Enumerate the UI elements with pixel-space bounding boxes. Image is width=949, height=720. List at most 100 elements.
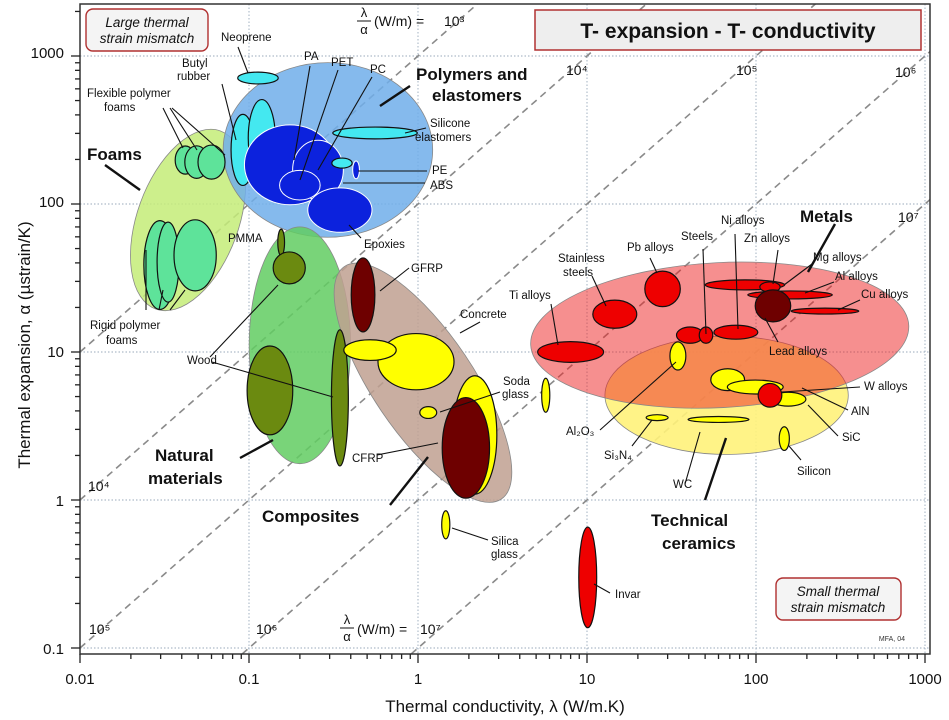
credit-text: MFA, 04 <box>879 636 905 643</box>
bubble-cu-alloys <box>790 307 860 315</box>
bubble-neoprene <box>237 71 279 85</box>
material-label: Al₂O₃ <box>566 426 595 438</box>
group-label-natural: materials <box>148 469 223 488</box>
bubble-invar <box>578 526 598 629</box>
material-label: SiC <box>842 432 861 444</box>
annotation-text: strain mismatch <box>791 600 886 615</box>
y-tick-label: 1 <box>56 493 64 510</box>
y-tick-label: 100 <box>39 194 64 211</box>
x-tick-label: 10 <box>579 671 596 688</box>
bubble-ti-alloys <box>537 341 605 363</box>
material-label: Silicone <box>430 118 470 130</box>
material-label: Steels <box>681 231 713 243</box>
bubble-stainless-steels <box>592 299 638 329</box>
contour-line <box>410 199 930 654</box>
chart-title-box: T- expansion - T- conductivity <box>534 9 922 51</box>
group-label-ceramics: ceramics <box>662 534 736 553</box>
contour-label: 10⁷ <box>420 621 441 637</box>
material-label: GFRP <box>411 263 443 275</box>
large-mismatch-box: Large thermal strain mismatch <box>85 8 209 52</box>
y-tick-label: 1000 <box>31 45 64 62</box>
y-tick-label: 0.1 <box>43 641 64 658</box>
x-axis-label: Thermal conductivity, λ (W/m.K) <box>385 697 625 716</box>
contour-label: 10³ <box>444 13 465 29</box>
material-label: Si₃N₄ <box>604 450 632 462</box>
contour-unit: (W/m) = <box>357 621 407 637</box>
y-tick-labels: 1000 100 10 1 0.1 <box>31 45 64 658</box>
contour-label-bottom: λ α (W/m) = 10⁷ <box>340 612 441 644</box>
group-label-natural: Natural <box>155 446 214 465</box>
bubble-wc <box>687 415 750 424</box>
contour-unit: (W/m) = <box>374 13 424 29</box>
material-label: elastomers <box>415 132 471 144</box>
chart-title: T- expansion - T- conductivity <box>580 20 876 43</box>
material-label: WC <box>673 479 692 491</box>
bubble-pet <box>279 169 321 201</box>
bubble-wood-1 <box>272 251 306 285</box>
material-label: Zn alloys <box>744 233 790 245</box>
bubble-concrete-2 <box>343 339 397 362</box>
contour-label: 10⁶ <box>895 64 916 80</box>
bubble-al2o3 <box>669 341 687 371</box>
material-label: Butyl <box>182 58 208 70</box>
y-tick-label: 10 <box>47 344 64 361</box>
contour-label: 10⁵ <box>736 62 757 78</box>
contour-label: 10⁷ <box>898 209 919 225</box>
annotation-text: Small thermal <box>797 584 881 599</box>
material-label: AlN <box>851 406 870 418</box>
material-label: PE <box>432 165 448 177</box>
material-label: W alloys <box>864 381 908 393</box>
axis-ticks <box>71 10 926 663</box>
contour-line <box>80 4 816 649</box>
contour-label: 10⁶ <box>256 621 277 637</box>
contour-label: 10⁴ <box>566 62 588 78</box>
material-label: CFRP <box>352 453 384 465</box>
x-tick-label: 0.1 <box>239 671 260 688</box>
x-tick-label: 100 <box>743 671 768 688</box>
material-label: Invar <box>615 589 641 601</box>
bubble-soda-glass <box>419 406 438 420</box>
bubble-epoxies <box>307 187 373 233</box>
material-label: Ni alloys <box>721 215 765 227</box>
material-label: foams <box>104 102 136 114</box>
material-label: steels <box>563 267 593 279</box>
bubble-ni-alloys <box>713 324 759 340</box>
material-label: foams <box>106 335 138 347</box>
x-tick-label: 1000 <box>908 671 941 688</box>
material-label: Cu alloys <box>861 289 909 301</box>
alpha-symbol: α <box>343 629 351 644</box>
material-label: PA <box>304 51 319 63</box>
group-label-composites: Composites <box>262 507 359 526</box>
bubble-pe <box>331 157 353 169</box>
material-label: Silica <box>491 536 519 548</box>
bubble-pb-alloys <box>644 270 681 308</box>
group-label-polymers: elastomers <box>432 86 522 105</box>
material-label: Silicon <box>797 466 831 478</box>
bubble-gfrp <box>350 257 376 333</box>
material-label: Stainless <box>558 253 605 265</box>
alpha-symbol: α <box>360 22 368 37</box>
material-label: PMMA <box>228 233 263 245</box>
material-label: Flexible polymer <box>87 88 171 100</box>
material-label: Al alloys <box>835 271 878 283</box>
material-label: PET <box>331 57 353 69</box>
contour-label: 10⁴ <box>88 478 110 494</box>
material-label: Pb alloys <box>627 242 674 254</box>
bubble-soda-glass-2 <box>541 377 551 413</box>
bubble-silica-glass <box>441 510 451 540</box>
material-label: PC <box>370 64 386 76</box>
y-axis-label: Thermal expansion, α (µstrain/K) <box>15 221 34 468</box>
material-bubbles <box>143 71 860 629</box>
contour-label-top: λ α (W/m) = 10³ <box>357 5 465 37</box>
material-label: Soda <box>503 376 530 388</box>
x-tick-label: 1 <box>414 671 422 688</box>
small-mismatch-box: Small thermal strain mismatch <box>775 577 902 621</box>
material-labels: Neoprene Butyl rubber Flexible polymer f… <box>87 32 909 601</box>
bubble-wood-2 <box>246 345 294 436</box>
group-label-polymers: Polymers and <box>416 65 528 84</box>
x-tick-label: 0.01 <box>65 671 94 688</box>
annotation-text: strain mismatch <box>100 31 195 46</box>
group-label-foams: Foams <box>87 145 142 164</box>
contour-line <box>80 4 647 501</box>
